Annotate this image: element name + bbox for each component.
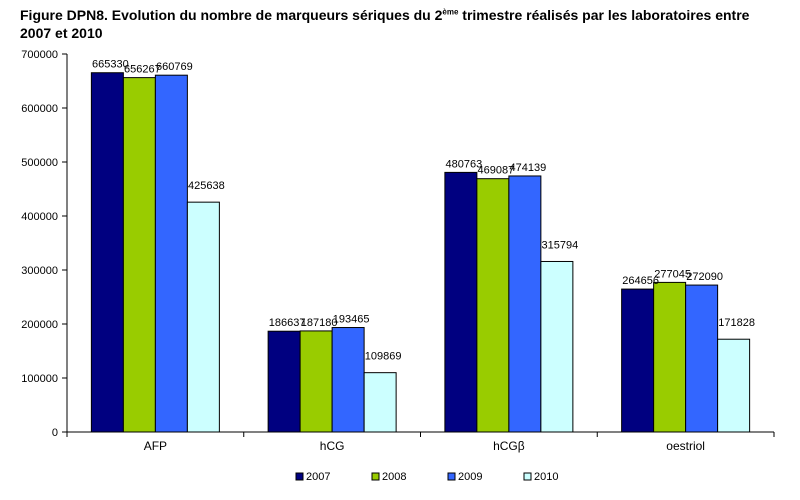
bars: [90, 72, 751, 433]
legend-label: 2010: [534, 471, 558, 483]
data-label: 656267: [124, 64, 161, 76]
legend: 2007 2008 2009 2010: [295, 471, 558, 483]
data-label: 425638: [188, 180, 225, 192]
bar-2008-hCG: [299, 330, 333, 433]
data-label: 171828: [718, 317, 755, 329]
bar-2009-hCG: [331, 327, 365, 433]
legend-swatch-2010: [523, 472, 532, 481]
y-tick-label: 500000: [21, 157, 58, 169]
data-label: 272090: [686, 271, 723, 283]
y-tick-label: 400000: [21, 211, 58, 223]
bar-2009-AFP: [154, 74, 188, 433]
bar-2010-hCGβ: [540, 260, 574, 433]
data-label: 660769: [156, 61, 193, 73]
data-label: 186637: [269, 317, 306, 329]
bar-2008-AFP: [122, 77, 156, 433]
x-category-label: oestriol: [666, 439, 705, 453]
data-label: 480763: [446, 158, 483, 170]
data-label: 187180: [301, 317, 338, 329]
bar-2007-oestriol: [621, 288, 655, 433]
bar-2007-AFP: [90, 72, 124, 433]
legend-label: 2008: [382, 471, 406, 483]
x-axis: AFP hCG hCGβ oestriol: [66, 431, 775, 453]
bar-2010-AFP: [186, 201, 220, 433]
data-label: 109869: [365, 351, 402, 363]
legend-swatch-2008: [371, 472, 380, 481]
legend-label: 2007: [306, 471, 330, 483]
bar-2010-hCG: [363, 372, 397, 433]
y-tick-label: 700000: [21, 49, 58, 61]
chart-title: Figure DPN8. Evolution du nombre de marq…: [20, 7, 750, 41]
legend-swatch-2009: [447, 472, 456, 481]
legend-swatch-2007: [295, 472, 304, 481]
data-label: 474139: [510, 162, 547, 174]
data-label: 665330: [92, 59, 129, 71]
x-category-label: hCG: [320, 439, 345, 453]
data-label: 277045: [654, 268, 691, 280]
bar-2008-hCGβ: [476, 178, 510, 433]
bar-2007-hCG: [267, 330, 301, 433]
y-tick-label: 200000: [21, 319, 58, 331]
data-label: 264656: [622, 275, 659, 287]
y-tick-label: 100000: [21, 373, 58, 385]
y-axis: 0 100000 200000 300000 400000 500000 600000 700…: [21, 49, 68, 439]
legend-label: 2009: [458, 471, 482, 483]
y-tick-label: 0: [52, 427, 58, 439]
bar-2009-hCGβ: [508, 175, 542, 433]
bar-2010-oestriol: [717, 338, 751, 433]
y-tick-label: 600000: [21, 103, 58, 115]
x-category-label: AFP: [144, 439, 167, 453]
bar-2007-hCGβ: [444, 171, 478, 433]
data-label: 469087: [478, 165, 515, 177]
x-category-label: hCGβ: [493, 439, 525, 453]
bar-2008-oestriol: [653, 281, 687, 433]
data-label: 315794: [542, 239, 579, 251]
y-tick-label: 300000: [21, 265, 58, 277]
data-label: 193465: [333, 314, 370, 326]
bar-2009-oestriol: [685, 284, 719, 433]
